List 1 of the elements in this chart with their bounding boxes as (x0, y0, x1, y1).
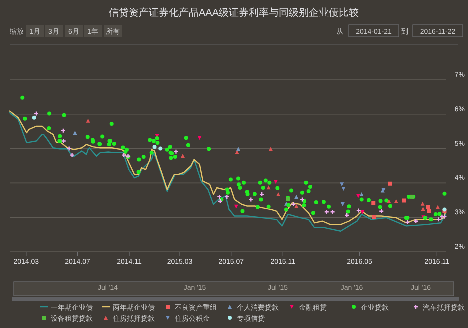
chart-title: 信贷资产证券化产品AAA级证券利率与同级别企业债比较 (108, 7, 360, 19)
